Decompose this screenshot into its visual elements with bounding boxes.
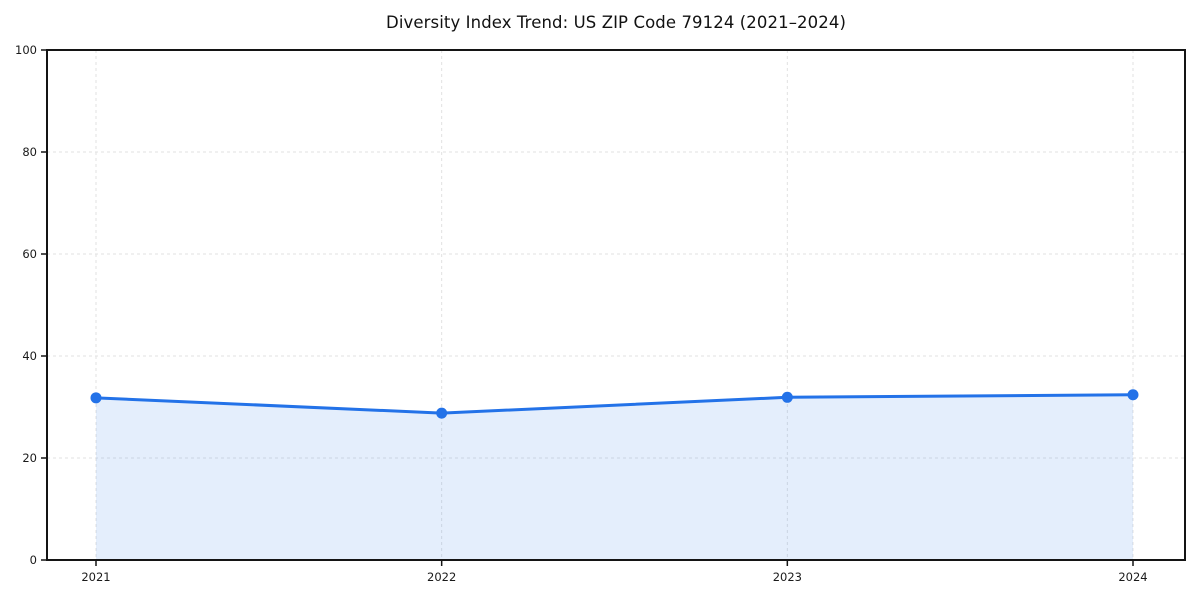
x-axis-tick-label: 2023 [773,570,802,584]
data-point-marker-2024 [1127,389,1139,401]
x-axis-tick-label: 2022 [427,570,456,584]
y-axis-tick-label: 100 [15,43,37,57]
x-axis-tick-label: 2021 [81,570,110,584]
y-axis-tick-label: 60 [22,247,37,261]
data-point-marker-2021 [90,392,102,404]
plot-border [46,49,1186,561]
x-axis-tick-label: 2024 [1118,570,1147,584]
data-point-marker-2023 [781,391,793,403]
y-axis-tick-label: 80 [22,145,37,159]
trend-line [94,393,1135,415]
y-axis-tick-label: 40 [22,349,37,363]
area-fill [96,394,1133,560]
y-axis-tick-label: 0 [30,553,37,567]
chart-title: Diversity Index Trend: US ZIP Code 79124… [386,13,846,32]
y-axis-tick-label: 20 [22,451,37,465]
data-point-marker-2022 [436,407,448,419]
